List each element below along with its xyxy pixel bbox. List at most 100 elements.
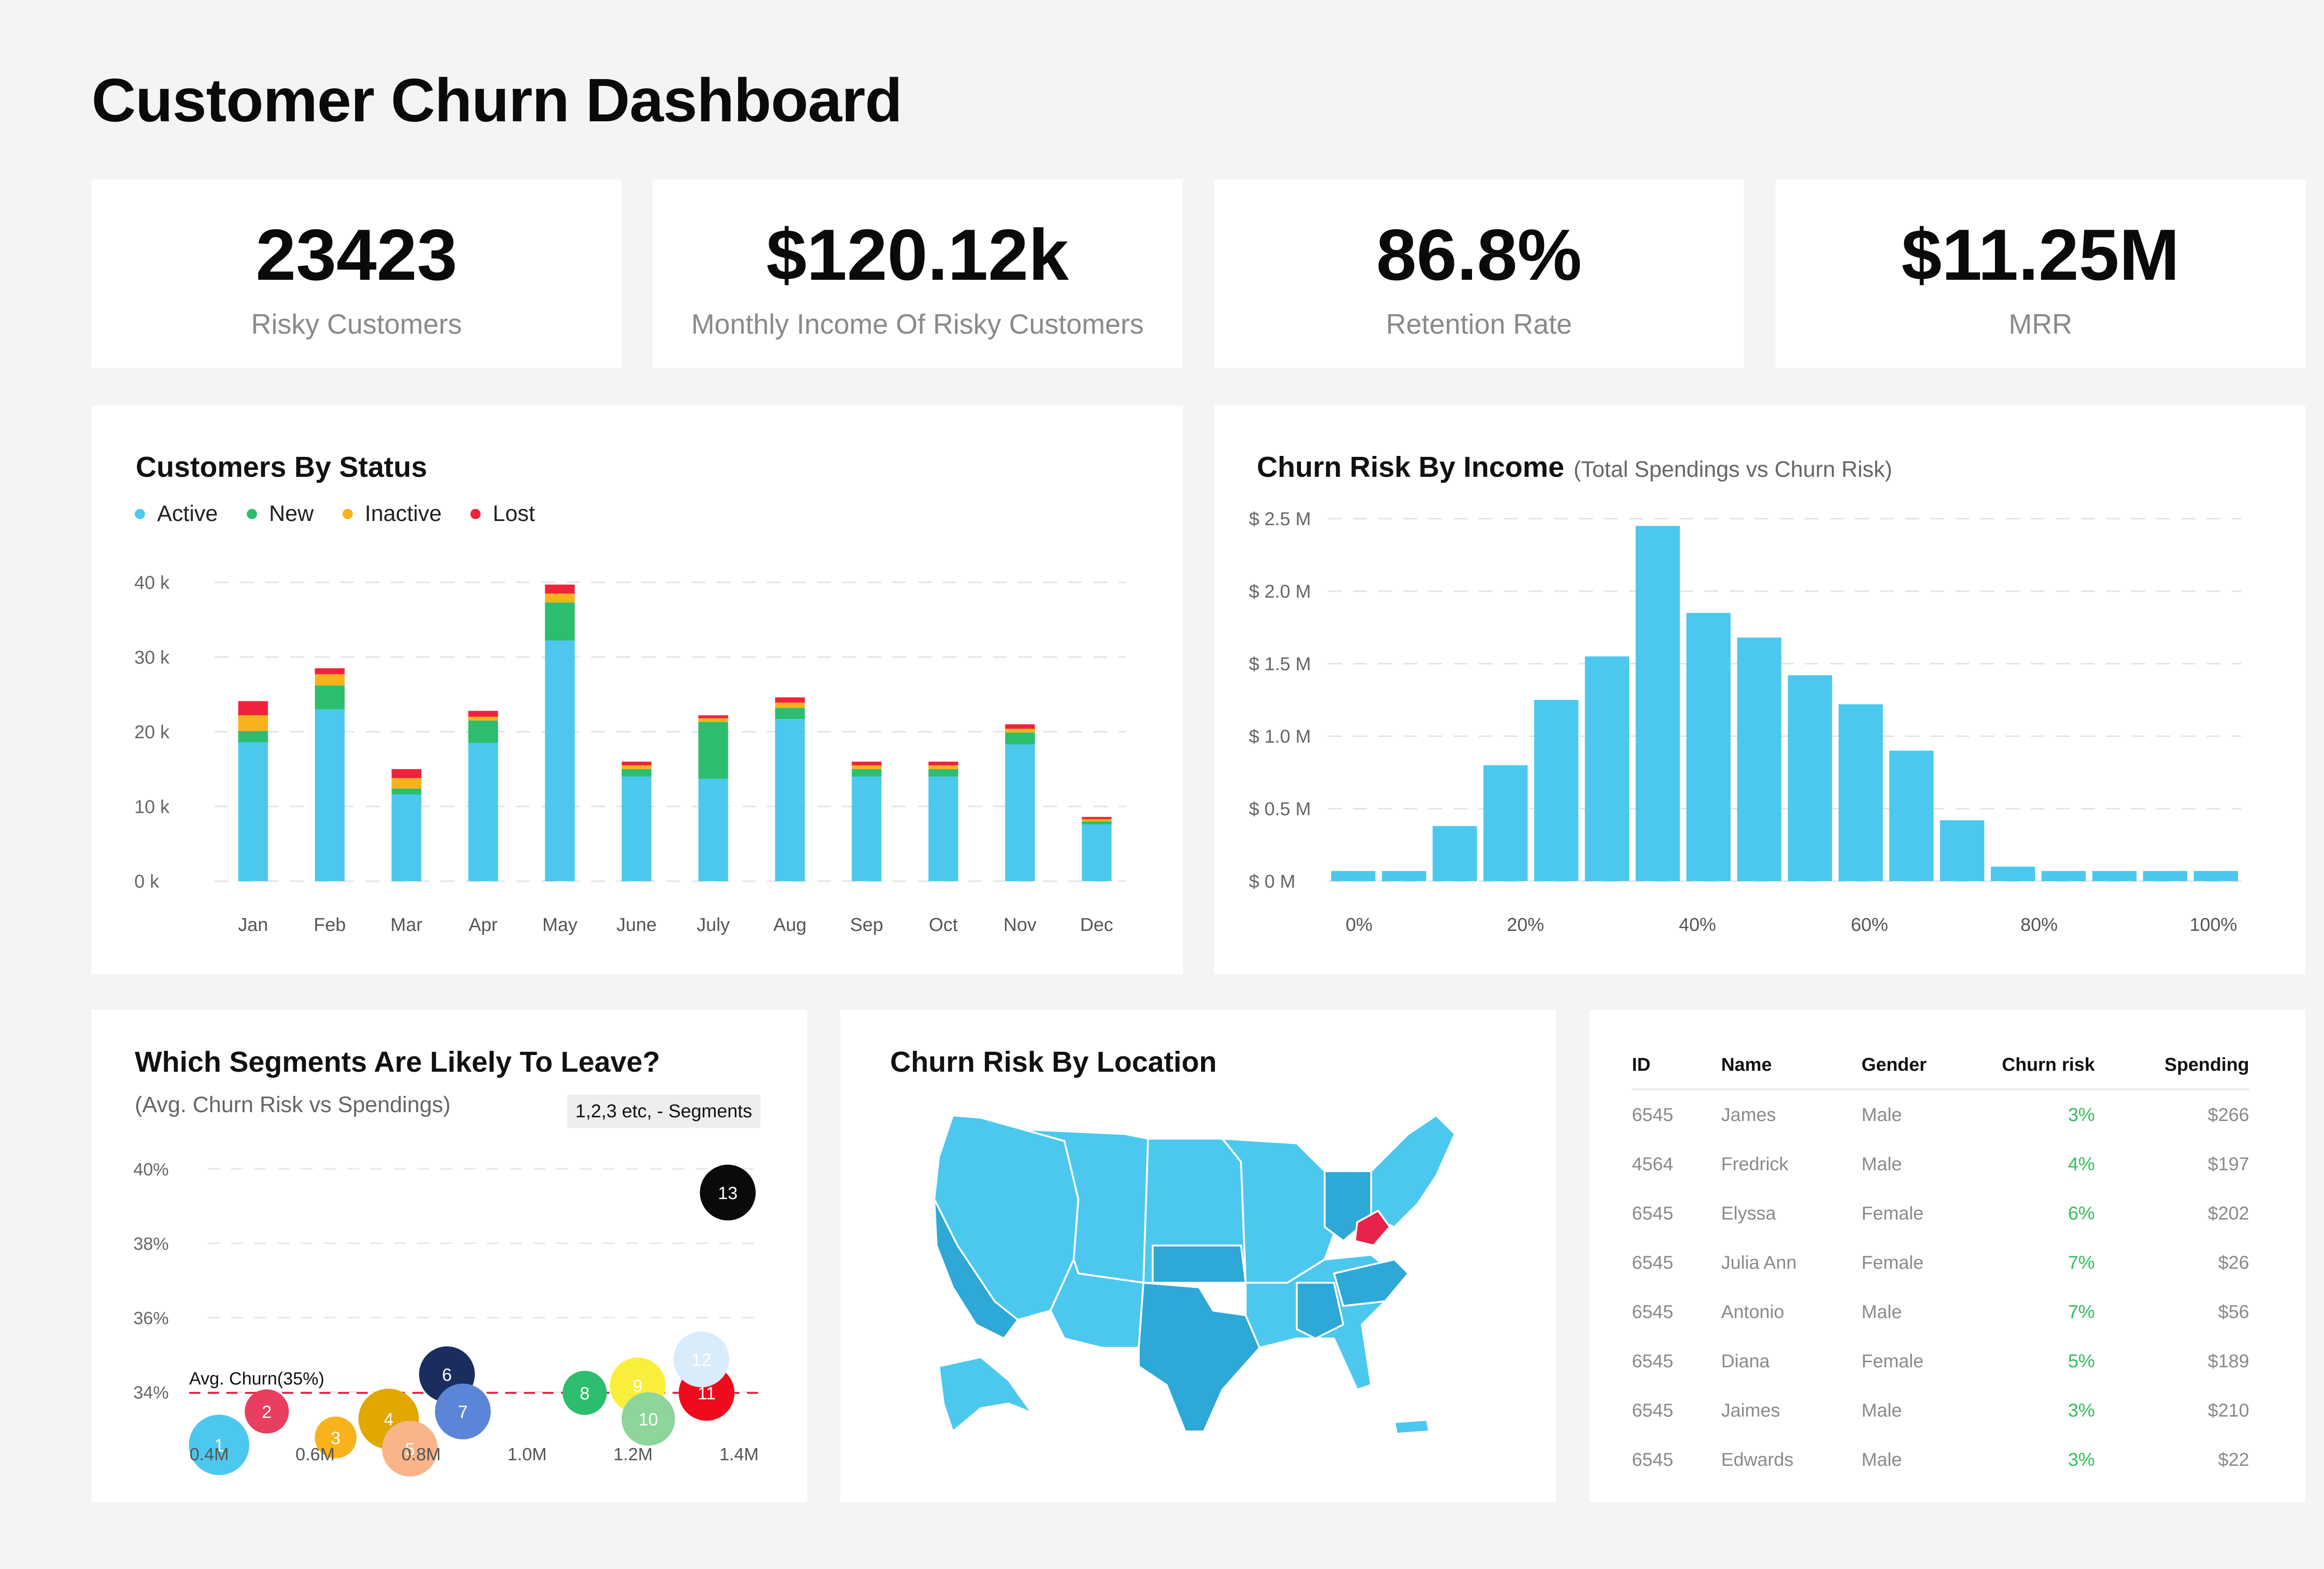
segment-bubble-label: 5 <box>405 1440 415 1459</box>
map-region-texas[interactable] <box>1138 1282 1261 1432</box>
histogram-bar <box>1788 675 1832 881</box>
bar-inactive <box>468 717 498 721</box>
table-row[interactable]: 6545 Edwards Male 3% $22 <box>1631 1435 2250 1484</box>
cell-churn-risk: 7% <box>2068 1301 2095 1322</box>
segment-bubble-label: 12 <box>692 1351 711 1370</box>
x-tick-label: Nov <box>1004 915 1037 935</box>
kpi-label: MRR <box>2008 309 2073 340</box>
histogram-bar <box>2143 871 2187 881</box>
bar-inactive <box>1005 729 1035 733</box>
col-header-id[interactable]: ID <box>1631 1041 1721 1090</box>
table-row[interactable]: 4564 Fredrick Male 4% $197 <box>1631 1140 2250 1189</box>
y-tick-label: 40% <box>133 1160 169 1180</box>
map-region-northeast[interactable] <box>1370 1114 1456 1228</box>
cell-churn-risk: 3% <box>2068 1400 2095 1421</box>
y-tick-label: 40 k <box>134 573 170 593</box>
x-tick-label: 1.0M <box>508 1445 547 1464</box>
legend-item-new[interactable]: New <box>246 501 314 527</box>
bar-lost <box>928 761 958 765</box>
col-header-spending[interactable]: Spending <box>2095 1041 2250 1090</box>
map-region-carolinas[interactable] <box>1333 1259 1409 1307</box>
bar-lost <box>315 668 345 674</box>
histogram-bar <box>1483 765 1528 881</box>
map-region-georgia[interactable] <box>1296 1282 1344 1339</box>
cell-id: 6545 <box>1632 1400 1673 1421</box>
x-tick-label: 1.4M <box>720 1445 759 1464</box>
bar-lost <box>621 761 652 765</box>
segment-bubble <box>382 1421 438 1477</box>
cell-spending: $266 <box>2208 1104 2249 1125</box>
col-header-churn-risk[interactable]: Churn risk <box>1983 1041 2095 1090</box>
x-tick-label: 20% <box>1507 915 1544 935</box>
segment-bubble-label: 3 <box>331 1429 341 1448</box>
bar-new <box>1082 821 1112 824</box>
legend-item-inactive[interactable]: Inactive <box>342 501 442 527</box>
y-tick-label: 10 k <box>134 797 170 817</box>
col-header-gender[interactable]: Gender <box>1861 1041 1983 1090</box>
y-tick-label: 38% <box>133 1234 169 1254</box>
cell-gender: Male <box>1862 1400 1902 1421</box>
segment-bubble <box>315 1417 357 1458</box>
x-tick-label: 40% <box>1679 915 1716 935</box>
y-tick-label: $ 0.5 M <box>1249 799 1311 819</box>
map-region-california[interactable] <box>933 1198 1019 1339</box>
legend-dot-new <box>246 508 257 519</box>
segment-bubble <box>621 1392 675 1446</box>
kpi-card-risky-customers: 23423 Risky Customers <box>92 179 621 368</box>
cell-name: Fredrick <box>1721 1154 1789 1174</box>
table-row[interactable]: 6545 James Male 3% $266 <box>1631 1089 2250 1140</box>
bar-new <box>391 788 422 795</box>
table-row[interactable]: 6545 Elyssa Female 6% $202 <box>1631 1189 2250 1238</box>
x-tick-label: 60% <box>1851 915 1888 935</box>
bar-inactive <box>775 702 805 708</box>
bar-active <box>1082 824 1112 881</box>
avg-churn-label: Avg. Churn(35%) <box>189 1369 324 1389</box>
legend-dot-inactive <box>342 508 353 519</box>
cell-name: Antonio <box>1721 1301 1784 1322</box>
cell-gender: Female <box>1862 1203 1924 1224</box>
income-chart-title-text: Churn Risk By Income <box>1257 451 1565 483</box>
segments-legend-badge: 1,2,3 etc, - Segments <box>567 1094 760 1128</box>
cell-gender: Female <box>1862 1252 1924 1273</box>
cell-spending: $26 <box>2218 1252 2249 1273</box>
histogram-bar <box>2092 871 2137 881</box>
map-region-west-virginia[interactable] <box>1354 1210 1391 1246</box>
table-row[interactable]: 6545 Antonio Male 7% $56 <box>1631 1287 2250 1337</box>
segment-bubble-label: 8 <box>580 1384 589 1404</box>
segment-bubble <box>189 1415 250 1475</box>
table-row[interactable]: 6545 Julia Ann Female 7% $26 <box>1631 1238 2250 1287</box>
segment-bubble-label: 1 <box>214 1436 224 1456</box>
legend-label: Lost <box>493 501 535 526</box>
table-header-row: ID Name Gender Churn risk Spending <box>1631 1041 2250 1090</box>
table-row[interactable]: 6545 Diana Female 5% $189 <box>1631 1337 2250 1386</box>
bar-active <box>468 743 498 881</box>
cell-name: James <box>1721 1104 1776 1125</box>
col-header-name[interactable]: Name <box>1721 1041 1861 1090</box>
legend-label: Inactive <box>364 501 442 526</box>
map-region-kansas[interactable] <box>1152 1245 1247 1284</box>
map-region-puerto-rico[interactable] <box>1393 1419 1430 1435</box>
cell-gender: Male <box>1862 1104 1902 1125</box>
kpi-value: 23423 <box>256 215 457 296</box>
kpi-label: Retention Rate <box>1386 309 1572 340</box>
segment-bubble-label: 9 <box>633 1377 642 1396</box>
x-tick-label: 0.6M <box>296 1445 335 1464</box>
y-tick-label: $ 2.0 M <box>1249 581 1311 602</box>
bar-active <box>775 719 805 881</box>
bar-inactive <box>852 765 882 769</box>
legend-item-active[interactable]: Active <box>135 501 218 527</box>
bar-active <box>1005 744 1035 881</box>
map-region-alaska[interactable] <box>938 1356 1033 1432</box>
x-tick-label: Aug <box>773 915 806 935</box>
y-tick-label: 0 k <box>134 871 159 892</box>
customers-by-status-title: Customers By Status <box>136 451 428 483</box>
table-row[interactable]: 6545 Jaimes Male 3% $210 <box>1631 1386 2250 1435</box>
bar-lost <box>468 711 498 717</box>
x-tick-label: 0% <box>1346 915 1373 935</box>
legend-item-lost[interactable]: Lost <box>470 501 535 527</box>
segments-title: Which Segments Are Likely To Leave? <box>135 1046 660 1078</box>
cell-churn-risk: 7% <box>2068 1252 2095 1273</box>
cell-gender: Male <box>1862 1449 1902 1470</box>
cell-name: Jaimes <box>1721 1400 1780 1421</box>
histogram-bar <box>1382 871 1426 881</box>
